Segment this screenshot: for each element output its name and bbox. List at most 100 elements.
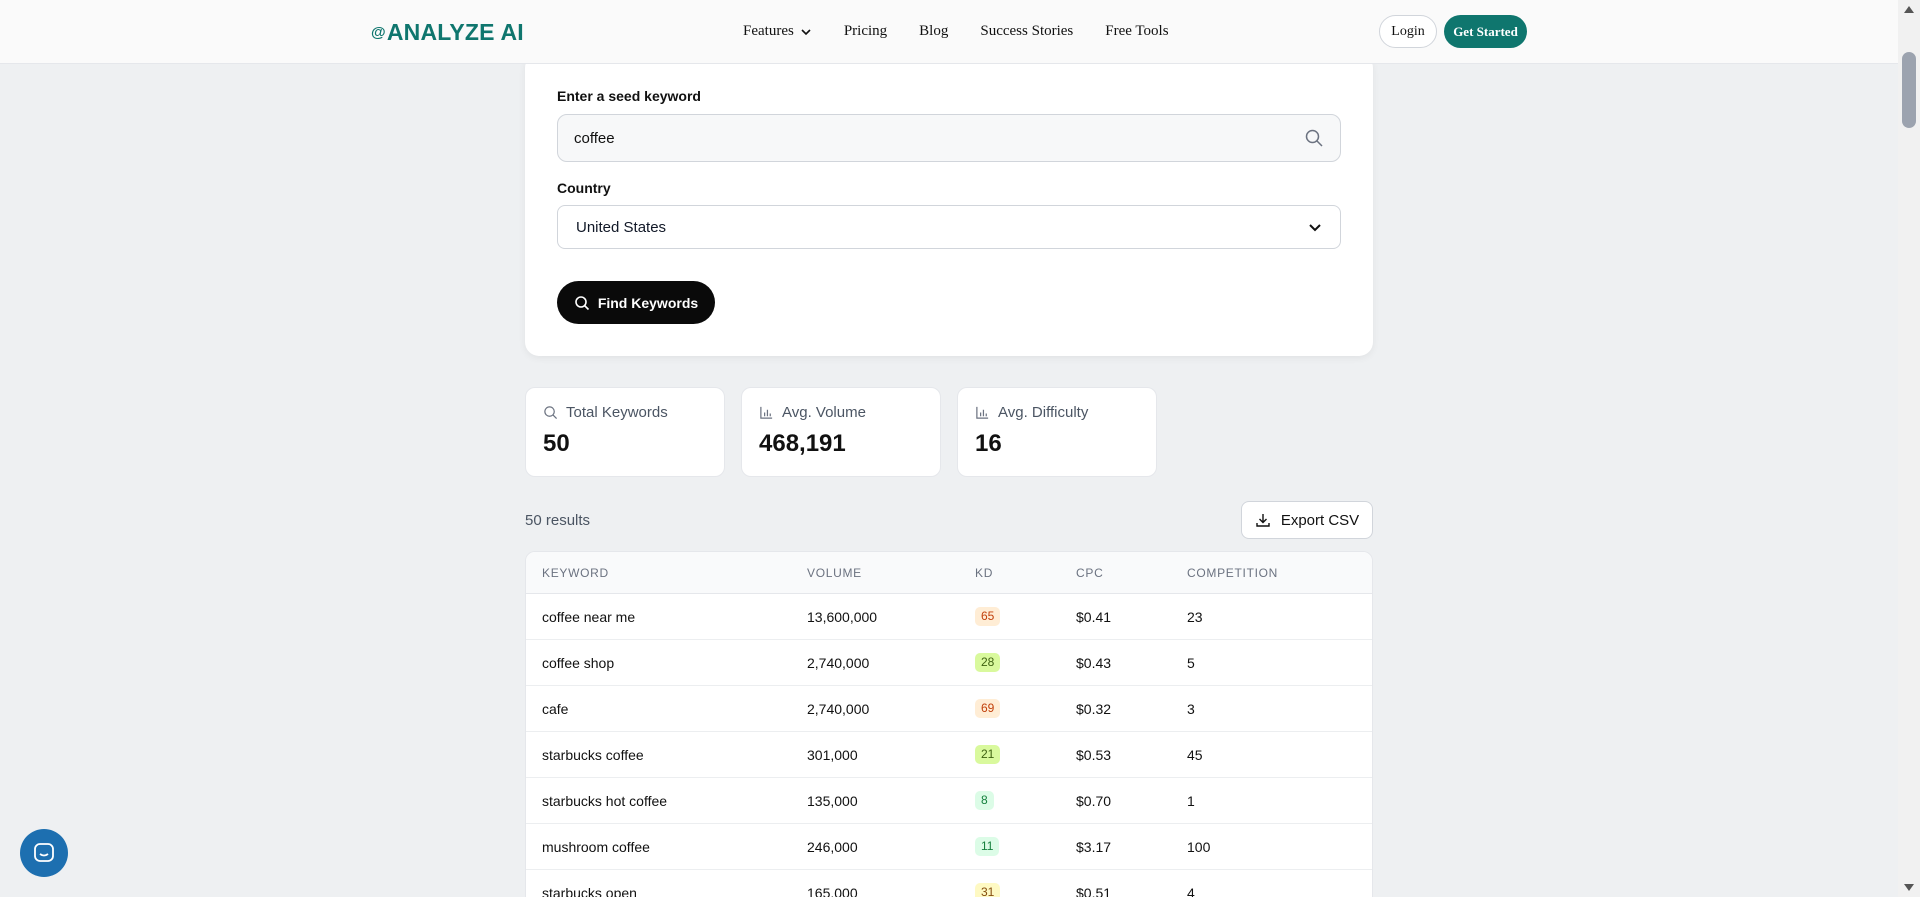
competition-cell: 3	[1187, 701, 1195, 717]
competition-cell: 23	[1187, 609, 1203, 625]
nav-features[interactable]: Features	[743, 23, 812, 40]
nav-free-tools[interactable]: Free Tools	[1105, 23, 1168, 40]
kd-badge: 65	[975, 607, 1001, 626]
country-label: Country	[557, 180, 611, 196]
results-count: 50 results	[525, 512, 591, 529]
nav-blog-label: Blog	[919, 23, 949, 39]
table-row[interactable]: starbucks hot coffee 135,000 8 $0.70 1	[526, 778, 1372, 824]
kd-badge: 69	[975, 699, 1001, 718]
find-keywords-label: Find Keywords	[597, 294, 699, 311]
column-header-kd[interactable]: KD	[975, 566, 994, 580]
cpc-cell: $0.70	[1076, 793, 1112, 809]
table-row[interactable]: coffee shop 2,740,000 28 $0.43 5	[526, 640, 1372, 686]
stat-value: 50	[543, 430, 570, 457]
kd-badge: 28	[975, 653, 1001, 672]
stat-avg-volume: Avg. Volume 468,191	[741, 387, 941, 477]
chevron-down-icon	[801, 28, 811, 35]
keyword-cell: coffee near me	[542, 609, 636, 625]
keyword-cell: mushroom coffee	[542, 839, 650, 855]
volume-cell: 2,740,000	[807, 701, 870, 717]
top-nav-bar: @ ANALYZE AI Features Pricing Blog Succe…	[0, 0, 1898, 64]
scrollbar-thumb[interactable]	[1902, 52, 1916, 128]
cpc-cell: $0.53	[1076, 747, 1112, 763]
search-icon	[544, 406, 558, 420]
chevron-down-icon	[1309, 224, 1321, 232]
chat-launcher-button[interactable]	[20, 829, 68, 877]
export-csv-button[interactable]: Export CSV	[1241, 501, 1373, 539]
stat-value: 468,191	[759, 430, 846, 457]
table-row[interactable]: cafe 2,740,000 69 $0.32 3	[526, 686, 1372, 732]
country-value: United States	[576, 218, 667, 236]
competition-cell: 100	[1187, 839, 1211, 855]
cpc-cell: $0.51	[1076, 885, 1112, 897]
nav-pricing-label: Pricing	[843, 23, 888, 39]
keywords-table: KEYWORD VOLUME KD CPC COMPETITION coffee…	[525, 551, 1373, 897]
nav-success-stories[interactable]: Success Stories	[980, 23, 1073, 40]
volume-cell: 13,600,000	[807, 609, 878, 625]
bar-chart-icon	[760, 406, 773, 419]
main-nav: Features Pricing Blog Success Stories Fr…	[743, 23, 1169, 40]
stat-value: 16	[975, 430, 1002, 457]
logo-text: ANALYZE AI	[386, 19, 524, 45]
bar-chart-icon	[976, 406, 989, 419]
logo-mark-icon: @	[371, 24, 386, 41]
download-icon	[1256, 514, 1270, 527]
kd-badge: 8	[975, 791, 994, 810]
seed-keyword-value: coffee	[574, 129, 615, 147]
scroll-down-arrow-icon[interactable]	[1904, 884, 1914, 891]
stat-label: Avg. Volume	[782, 404, 866, 421]
cpc-cell: $3.17	[1076, 839, 1112, 855]
keyword-cell: cafe	[542, 701, 569, 717]
nav-features-label: Features	[743, 23, 794, 39]
page-scrollbar[interactable]	[1898, 0, 1920, 897]
kd-badge: 21	[975, 745, 1001, 764]
column-header-cpc[interactable]: CPC	[1076, 566, 1104, 580]
nav-success-stories-label: Success Stories	[980, 23, 1074, 39]
kd-badge: 11	[975, 837, 1000, 856]
table-header: KEYWORD VOLUME KD CPC COMPETITION	[526, 552, 1372, 594]
kd-badge: 31	[975, 883, 1001, 897]
scroll-up-arrow-icon[interactable]	[1904, 6, 1914, 13]
volume-cell: 135,000	[807, 793, 858, 809]
cpc-cell: $0.43	[1076, 655, 1112, 671]
keyword-cell: starbucks hot coffee	[542, 793, 668, 809]
seed-keyword-input[interactable]: coffee	[557, 114, 1341, 162]
nav-pricing[interactable]: Pricing	[844, 23, 887, 40]
keyword-cell: coffee shop	[542, 655, 615, 671]
search-icon	[575, 295, 589, 310]
logo[interactable]: @ ANALYZE AI	[371, 19, 524, 46]
table-row[interactable]: starbucks coffee 301,000 21 $0.53 45	[526, 732, 1372, 778]
competition-cell: 5	[1187, 655, 1195, 671]
volume-cell: 301,000	[807, 747, 858, 763]
nav-free-tools-label: Free Tools	[1105, 23, 1169, 39]
find-keywords-button[interactable]: Find Keywords	[557, 281, 715, 324]
competition-cell: 1	[1187, 793, 1195, 809]
country-select[interactable]: United States	[557, 205, 1341, 249]
volume-cell: 2,740,000	[807, 655, 870, 671]
get-started-button[interactable]: Get Started	[1444, 15, 1527, 48]
search-card: Enter a seed keyword coffee Country Unit…	[525, 54, 1373, 356]
volume-cell: 165,000	[807, 885, 858, 897]
table-row[interactable]: mushroom coffee 246,000 11 $3.17 100	[526, 824, 1372, 870]
competition-cell: 45	[1187, 747, 1203, 763]
table-row[interactable]: coffee near me 13,600,000 65 $0.41 23	[526, 594, 1372, 640]
login-button[interactable]: Login	[1379, 15, 1437, 48]
search-icon	[1305, 129, 1323, 147]
stat-label: Avg. Difficulty	[998, 404, 1089, 421]
competition-cell: 4	[1187, 885, 1195, 897]
column-header-keyword[interactable]: KEYWORD	[542, 566, 609, 580]
stat-total-keywords: Total Keywords 50	[525, 387, 725, 477]
table-row[interactable]: starbucks open 165,000 31 $0.51 4	[526, 870, 1372, 897]
cpc-cell: $0.32	[1076, 701, 1112, 717]
column-header-competition[interactable]: COMPETITION	[1187, 566, 1279, 580]
seed-keyword-label: Enter a seed keyword	[557, 88, 701, 104]
nav-blog[interactable]: Blog	[919, 23, 948, 40]
export-csv-label: Export CSV	[1280, 511, 1360, 529]
keyword-cell: starbucks open	[542, 885, 637, 897]
volume-cell: 246,000	[807, 839, 858, 855]
stat-avg-difficulty: Avg. Difficulty 16	[957, 387, 1157, 477]
cpc-cell: $0.41	[1076, 609, 1112, 625]
chat-icon	[34, 843, 54, 862]
column-header-volume[interactable]: VOLUME	[807, 566, 862, 580]
stat-label: Total Keywords	[566, 404, 668, 421]
